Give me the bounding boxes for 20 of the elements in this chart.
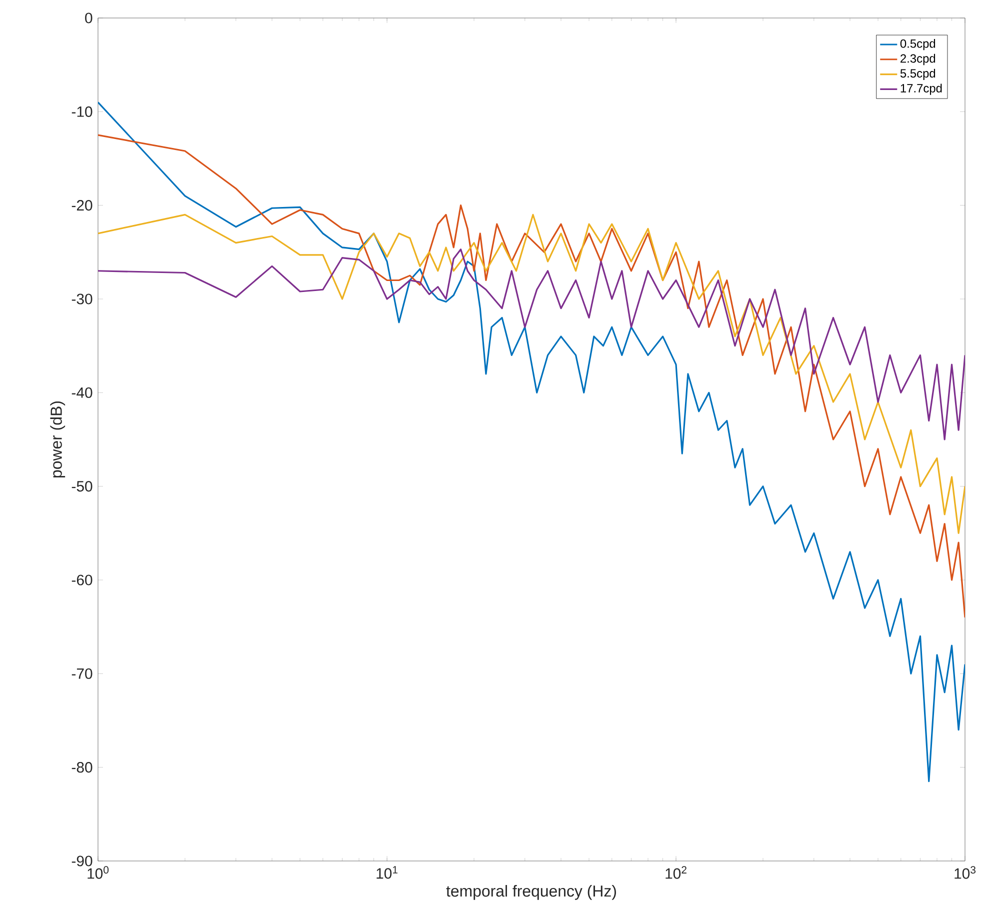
y-tick-label: -50 xyxy=(72,481,92,492)
legend-label: 0.5cpd xyxy=(900,39,936,50)
x-tick-label: 10$^{0}$ xyxy=(88,866,109,879)
legend-label: 5.5cpd xyxy=(900,68,936,80)
y-tick-label: -30 xyxy=(72,294,92,304)
y-tick-label: -90 xyxy=(72,856,92,866)
y-axis-title: power (dB) xyxy=(50,402,66,478)
y-tick-label: -60 xyxy=(72,574,92,586)
legend-label: 2.3cpd xyxy=(900,54,936,66)
y-tick-label: -10 xyxy=(72,106,92,117)
legend-label: 17.7cpd xyxy=(900,84,942,95)
x-tick-label: 10$^{1}$ xyxy=(376,866,398,879)
x-tick-label: 10$^{3}$ xyxy=(954,866,976,879)
y-tick-label: -40 xyxy=(72,387,92,398)
y-tick-label: -70 xyxy=(72,668,92,679)
x-tick-label: 10$^{2}$ xyxy=(666,866,686,879)
y-tick-label: -20 xyxy=(72,200,92,211)
y-tick-label: 0 xyxy=(85,12,92,24)
x-axis-title: temporal frequency (Hz) xyxy=(446,884,616,900)
y-tick-label: -80 xyxy=(72,762,92,773)
